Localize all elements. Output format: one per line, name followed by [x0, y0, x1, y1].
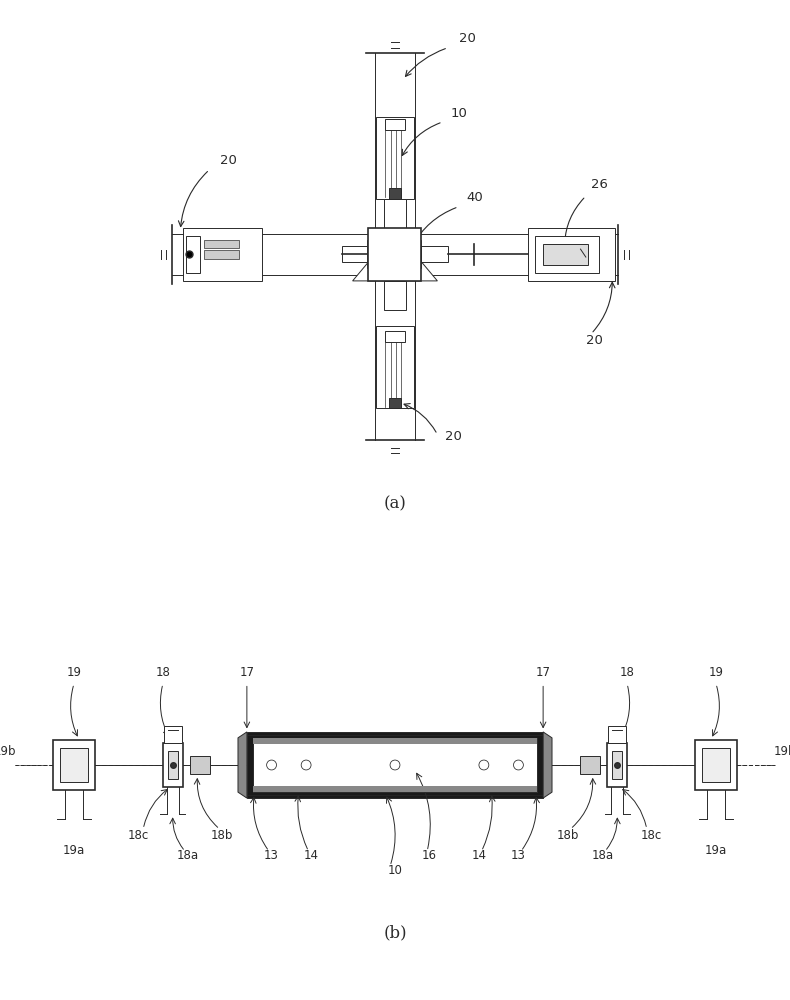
- Text: 16: 16: [422, 849, 437, 862]
- Text: 14: 14: [303, 849, 318, 862]
- Text: 18c: 18c: [641, 829, 662, 842]
- Bar: [377, 326, 413, 408]
- Bar: [204, 250, 239, 259]
- Bar: [702, 748, 730, 782]
- Text: (a): (a): [384, 495, 406, 512]
- Bar: [164, 726, 182, 743]
- Text: 26: 26: [591, 178, 608, 191]
- Text: 18: 18: [156, 666, 171, 679]
- Text: 13: 13: [511, 849, 526, 862]
- Polygon shape: [238, 732, 246, 798]
- Bar: [386, 331, 404, 342]
- Bar: [190, 756, 210, 774]
- Bar: [253, 738, 537, 792]
- Bar: [54, 740, 95, 790]
- Text: 18c: 18c: [128, 829, 149, 842]
- Bar: [385, 199, 405, 228]
- Text: (b): (b): [383, 924, 407, 941]
- Text: 40: 40: [467, 191, 483, 204]
- Bar: [60, 748, 88, 782]
- Bar: [385, 281, 405, 310]
- Bar: [253, 786, 537, 792]
- Bar: [342, 246, 368, 262]
- Bar: [246, 732, 544, 798]
- Text: 18: 18: [619, 666, 634, 679]
- Text: 14: 14: [472, 849, 487, 862]
- Bar: [528, 228, 615, 281]
- Bar: [544, 244, 589, 265]
- Bar: [167, 751, 178, 779]
- Bar: [186, 236, 201, 273]
- Text: 19b: 19b: [774, 745, 790, 758]
- Bar: [183, 228, 262, 281]
- Bar: [368, 228, 422, 281]
- Text: 18b: 18b: [557, 829, 579, 842]
- Bar: [377, 117, 413, 199]
- Text: 19: 19: [66, 666, 81, 679]
- Text: 19a: 19a: [705, 844, 727, 857]
- Text: 17: 17: [536, 666, 551, 679]
- Text: 18a: 18a: [591, 849, 614, 862]
- Bar: [422, 246, 448, 262]
- Text: 20: 20: [220, 154, 237, 167]
- Bar: [253, 738, 537, 744]
- Text: 13: 13: [264, 849, 279, 862]
- Text: 18a: 18a: [176, 849, 199, 862]
- Polygon shape: [544, 732, 552, 798]
- Bar: [612, 751, 623, 779]
- Bar: [608, 743, 627, 787]
- Text: 18b: 18b: [211, 829, 233, 842]
- Text: 19b: 19b: [0, 745, 16, 758]
- Polygon shape: [352, 254, 438, 281]
- Text: 20: 20: [586, 334, 603, 348]
- Bar: [695, 740, 737, 790]
- Text: 17: 17: [239, 666, 254, 679]
- Text: 19a: 19a: [63, 844, 85, 857]
- Bar: [536, 236, 599, 273]
- Bar: [580, 756, 600, 774]
- Bar: [389, 188, 401, 199]
- Text: 20: 20: [446, 430, 462, 443]
- Bar: [389, 397, 401, 408]
- Bar: [608, 726, 626, 743]
- Text: 19: 19: [709, 666, 724, 679]
- Bar: [163, 743, 182, 787]
- Text: 20: 20: [459, 32, 476, 45]
- Bar: [204, 240, 239, 248]
- Bar: [386, 119, 404, 130]
- Text: 10: 10: [388, 864, 402, 877]
- Text: 10: 10: [450, 107, 468, 120]
